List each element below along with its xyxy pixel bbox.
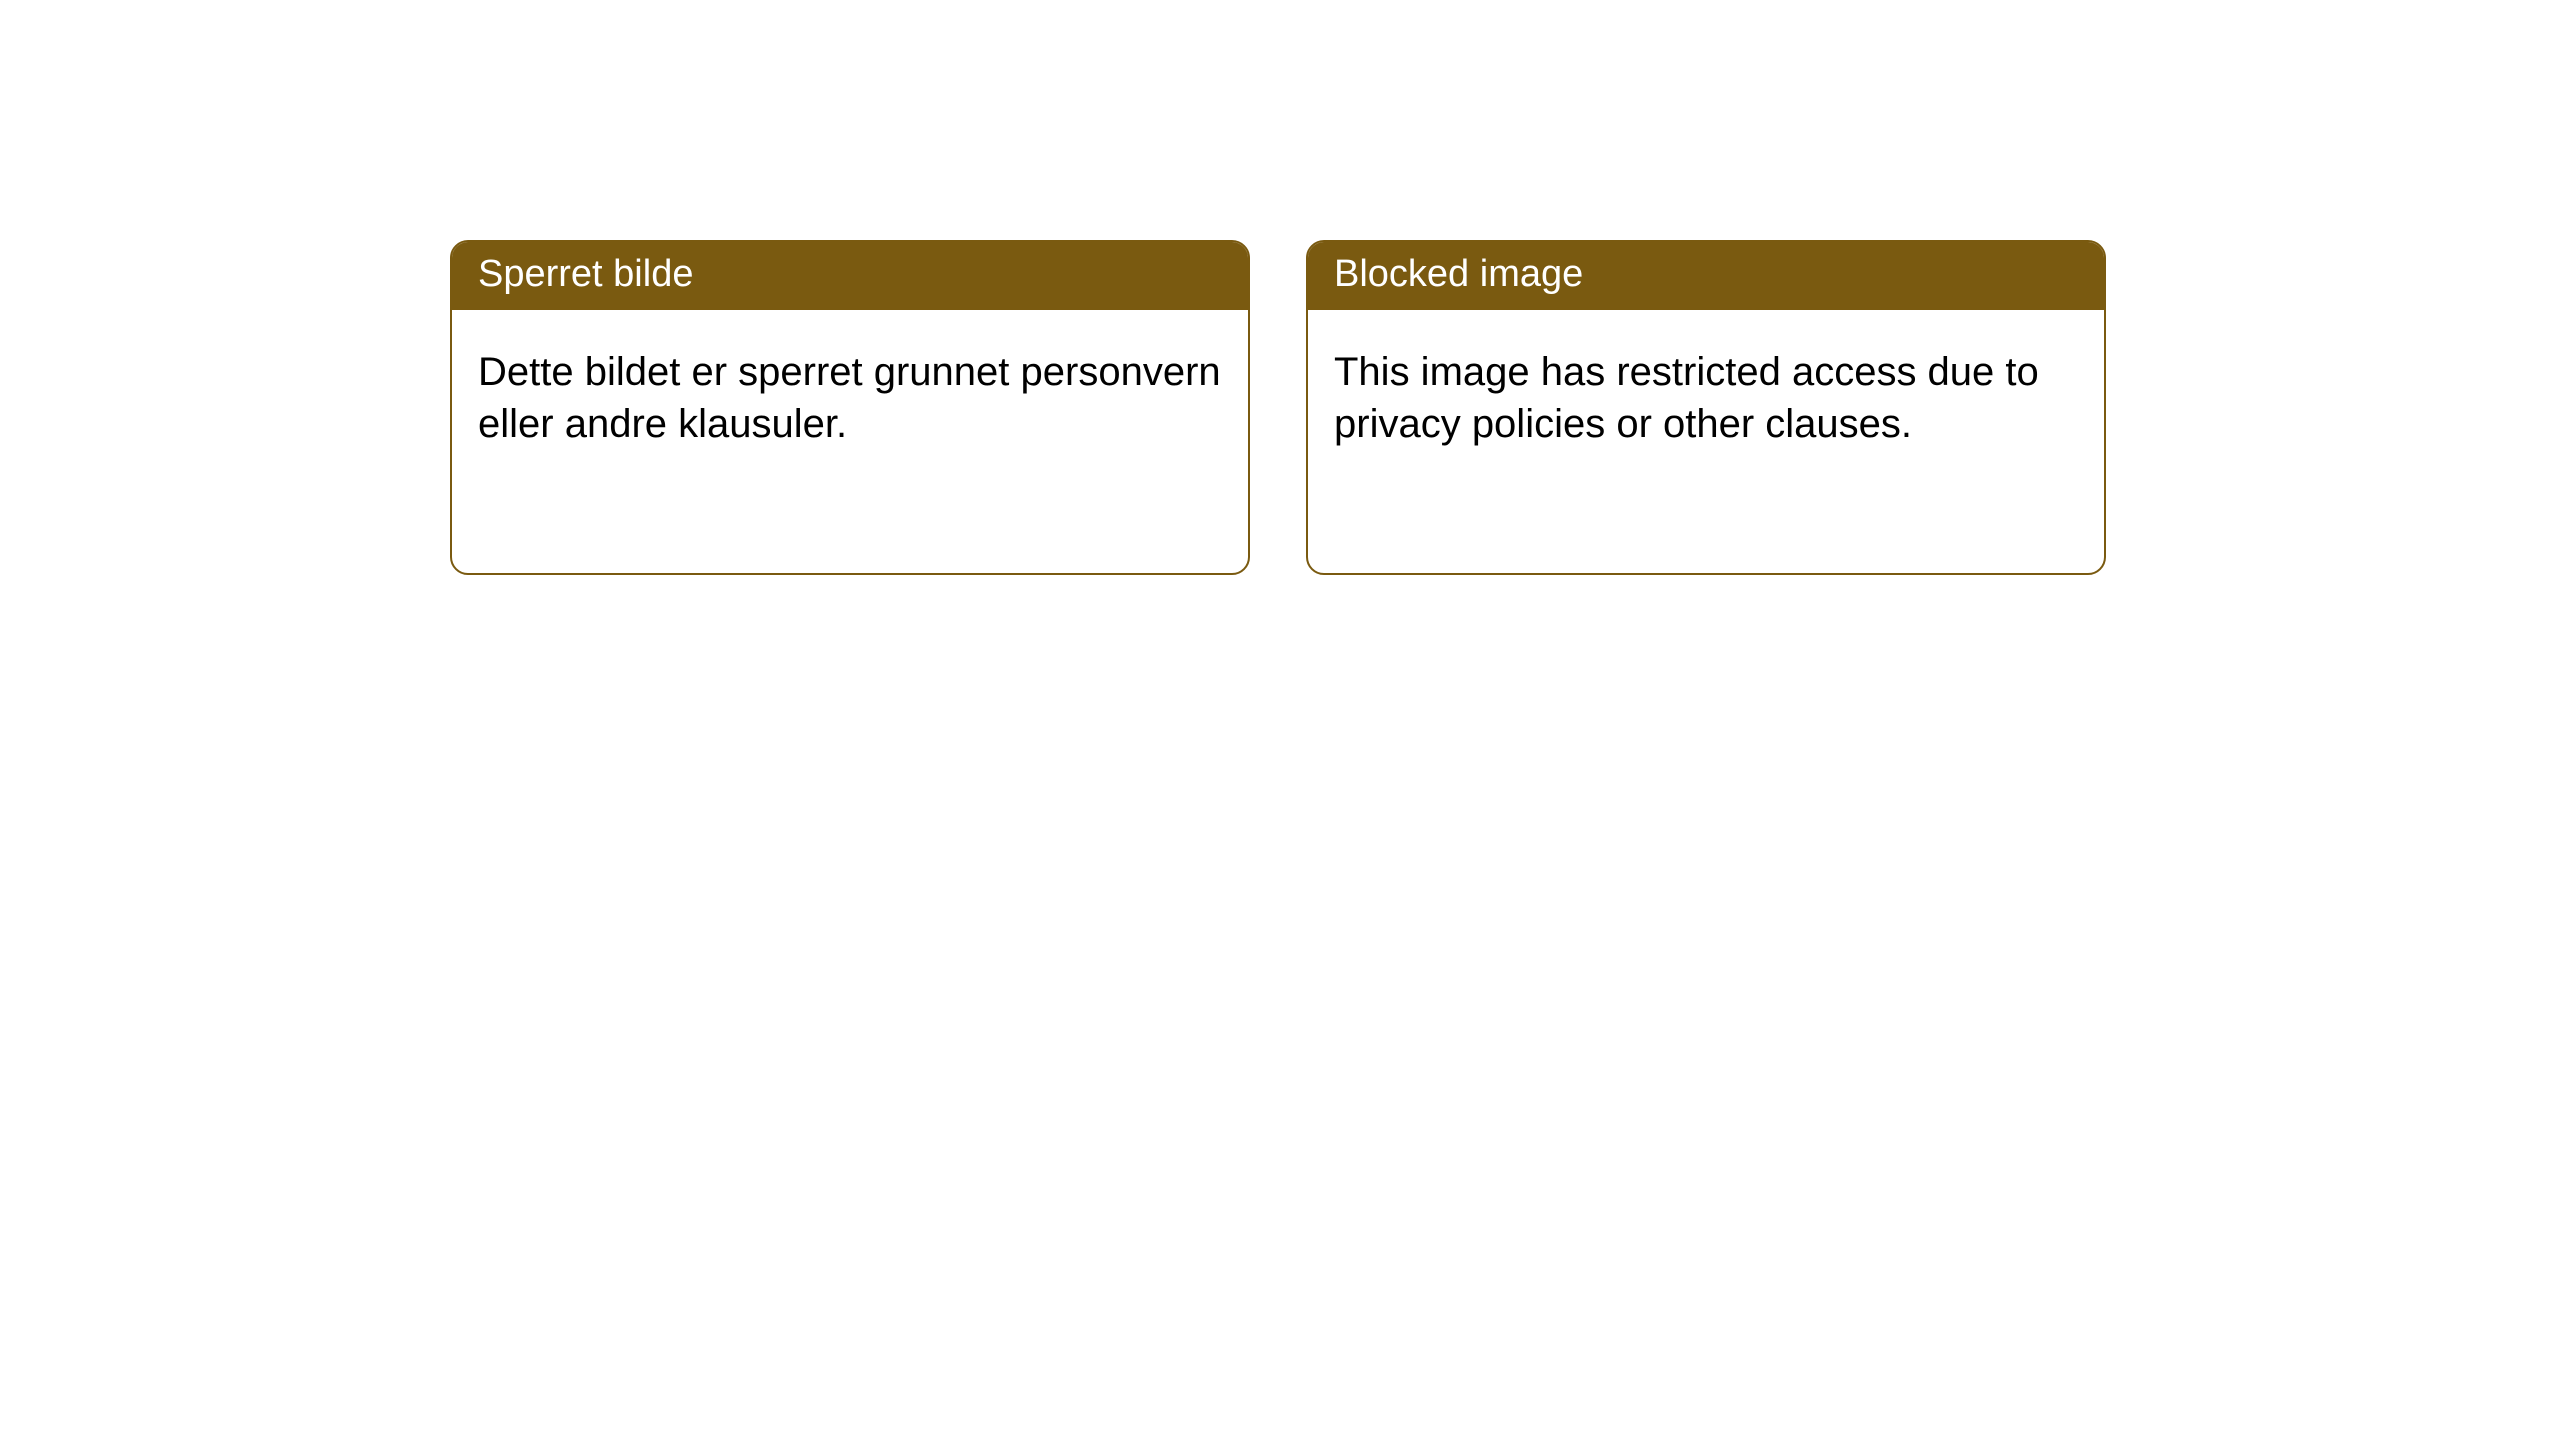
notice-card-norwegian: Sperret bilde Dette bildet er sperret gr… xyxy=(450,240,1250,575)
notice-card-title-no: Sperret bilde xyxy=(452,242,1248,310)
notice-card-english: Blocked image This image has restricted … xyxy=(1306,240,2106,575)
notice-cards-container: Sperret bilde Dette bildet er sperret gr… xyxy=(450,240,2560,575)
notice-card-title-en: Blocked image xyxy=(1308,242,2104,310)
notice-card-body-no: Dette bildet er sperret grunnet personve… xyxy=(452,310,1248,573)
notice-card-body-en: This image has restricted access due to … xyxy=(1308,310,2104,573)
